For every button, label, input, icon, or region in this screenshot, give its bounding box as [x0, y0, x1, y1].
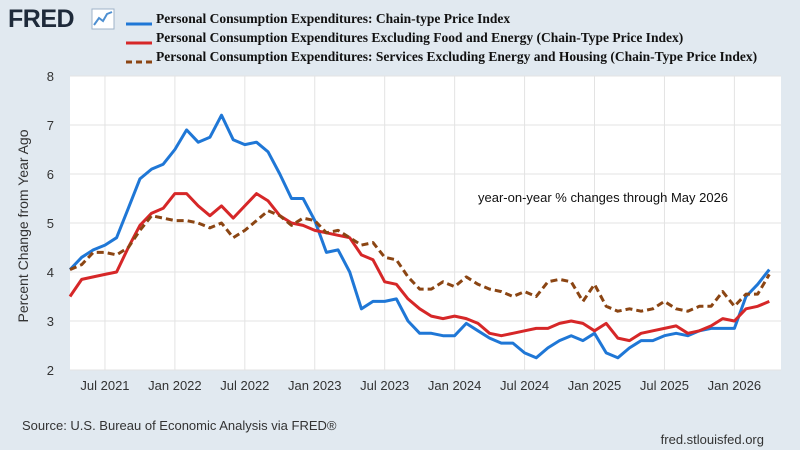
legend-item-core-pce[interactable]: Personal Consumption Expenditures Exclud… — [126, 28, 757, 47]
legend-label-core-pce: Personal Consumption Expenditures Exclud… — [156, 30, 684, 45]
y-tick-label: 5 — [47, 216, 54, 231]
x-tick-label: Jan 2026 — [708, 378, 762, 393]
chart-legend: Personal Consumption Expenditures: Chain… — [126, 9, 757, 66]
x-tick-label: Jul 2023 — [360, 378, 409, 393]
x-tick-label: Jan 2024 — [428, 378, 482, 393]
chart-line-icon — [91, 8, 115, 30]
x-tick-label: Jul 2021 — [80, 378, 129, 393]
legend-label-services-pce: Personal Consumption Expenditures: Servi… — [156, 49, 758, 64]
legend-swatch-services-pce — [126, 53, 152, 64]
y-tick-label: 3 — [47, 314, 54, 329]
series-line-services-pce — [69, 209, 771, 313]
legend-swatch-pce — [126, 15, 152, 26]
y-tick-label: 6 — [47, 167, 54, 182]
x-tick-label: Jul 2022 — [220, 378, 269, 393]
series-line-core-pce — [68, 192, 770, 343]
legend-item-pce[interactable]: Personal Consumption Expenditures: Chain… — [126, 9, 757, 28]
legend-label-pce: Personal Consumption Expenditures: Chain… — [156, 11, 511, 26]
legend-item-services-pce[interactable]: Personal Consumption Expenditures: Servi… — [126, 47, 757, 66]
y-tick-label: 8 — [47, 69, 54, 84]
y-axis-title: Percent Change from Year Ago — [15, 129, 31, 322]
site-url[interactable]: fred.stlouisfed.org — [660, 432, 764, 447]
x-tick-label: Jul 2024 — [500, 378, 549, 393]
fred-logo-text: FRED — [8, 5, 74, 33]
y-axis: 2 3 4 5 6 7 8 — [47, 69, 54, 378]
fred-logo[interactable]: FRED — [8, 4, 120, 34]
series-line-pce — [68, 113, 771, 360]
x-tick-label: Jan 2022 — [148, 378, 202, 393]
y-tick-label: 2 — [47, 363, 54, 378]
y-tick-label: 4 — [47, 265, 54, 280]
x-axis: Jul 2021 Jan 2022 Jul 2022 Jan 2023 Jul 2023… — [80, 378, 761, 393]
series-lines — [68, 113, 771, 360]
source-note: Source: U.S. Bureau of Economic Analysis… — [22, 418, 337, 433]
x-tick-label: Jan 2023 — [288, 378, 342, 393]
legend-swatch-core-pce — [126, 34, 152, 45]
x-tick-label: Jan 2025 — [568, 378, 622, 393]
y-tick-label: 7 — [47, 118, 54, 133]
chart-annotation: year-on-year % changes through May 2026 — [478, 190, 728, 205]
x-tick-label: Jul 2025 — [640, 378, 689, 393]
grid-lines — [70, 75, 781, 371]
